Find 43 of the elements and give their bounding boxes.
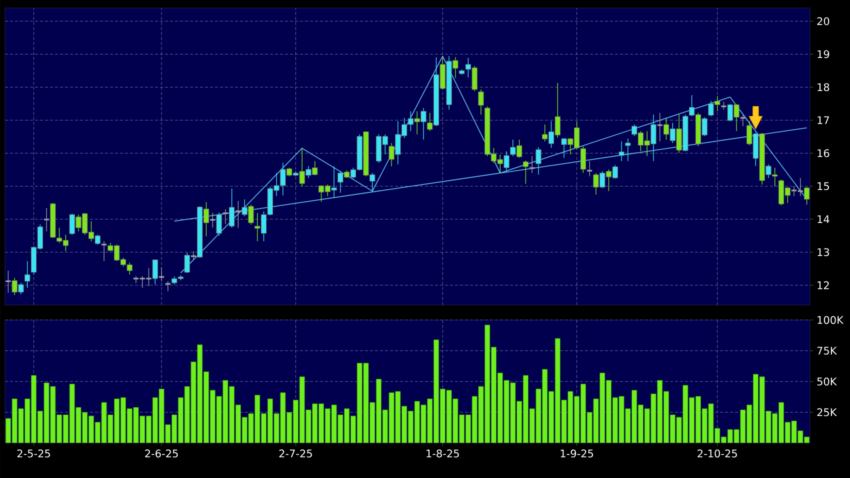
candlestick — [216, 212, 222, 236]
candlestick — [528, 156, 536, 174]
candlestick — [222, 208, 229, 224]
x-tick-label: 2-7-25 — [279, 450, 312, 458]
candlestick — [164, 280, 172, 292]
y-tick-label: 20 — [817, 17, 830, 26]
candlestick — [190, 250, 197, 260]
candlestick — [43, 208, 50, 232]
candlestick — [580, 146, 586, 174]
candlestick — [229, 188, 235, 228]
y-tick-label: 18 — [818, 83, 830, 92]
y-tick-label: 14 — [818, 215, 830, 224]
x-tick-label: 2-5-25 — [17, 450, 50, 458]
candlestick — [158, 267, 165, 282]
candlestick — [536, 146, 542, 175]
y-tick-label: 19 — [818, 50, 830, 58]
candlestick — [152, 259, 158, 285]
y-tick-label: 17 — [818, 116, 829, 124]
y-tick-label: 25K — [817, 408, 837, 416]
candlestick — [234, 200, 242, 228]
candlestick — [740, 114, 746, 126]
candlestick — [24, 260, 30, 288]
x-tick-label: 2-6-25 — [145, 450, 178, 458]
candlestick — [618, 140, 624, 162]
y-tick-label: 13 — [818, 248, 830, 256]
candlestick — [625, 138, 631, 162]
x-tick-label: 1-9-25 — [560, 450, 594, 458]
y-tick-label: 75K — [817, 346, 837, 355]
candlestick — [5, 270, 12, 294]
y-tick-label: 50K — [817, 378, 837, 386]
candlestick — [478, 89, 484, 115]
y-tick-label: 12 — [818, 281, 829, 290]
x-tick-label: 1-8-25 — [426, 450, 459, 458]
candlestick — [184, 252, 190, 274]
candlestick — [100, 240, 108, 262]
x-tick-label: 2-10-25 — [698, 450, 737, 458]
y-tick-label: 16 — [818, 149, 830, 158]
y-tick-label: 15 — [818, 182, 829, 190]
y-tick-label: 100K — [818, 316, 844, 324]
candlestick — [522, 160, 529, 184]
candlestick — [586, 160, 593, 177]
candlestick — [656, 112, 664, 142]
candlestick — [209, 212, 216, 228]
